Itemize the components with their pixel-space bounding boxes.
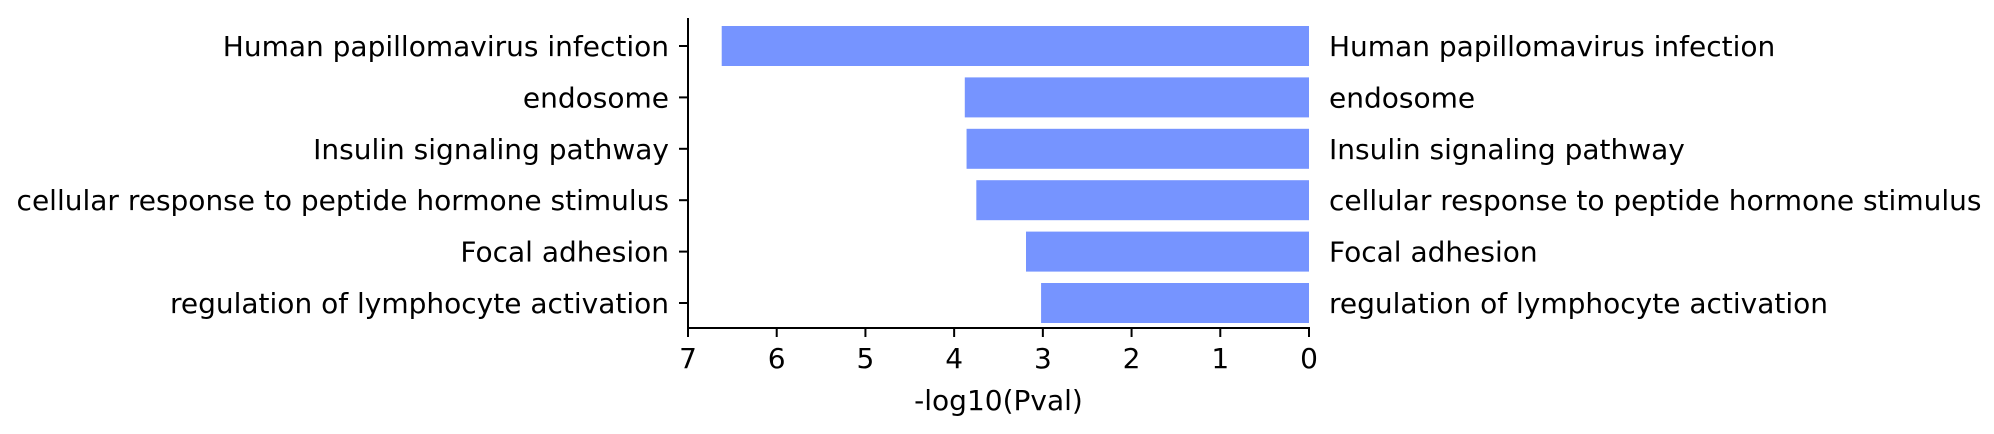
x-tick-label: 0 <box>1300 342 1318 375</box>
x-tick-label: 3 <box>1034 342 1052 375</box>
bars-group <box>721 26 1309 323</box>
right-category-label: endosome <box>1329 81 1475 114</box>
right-category-labels: Human papillomavirus infection endosome In… <box>1329 30 1981 320</box>
right-category-label: cellular response to peptide hormone sti… <box>1329 184 1981 217</box>
left-category-label: regulation of lymphocyte activation <box>170 287 669 320</box>
x-tick-label: 1 <box>1211 342 1229 375</box>
right-category-label: Human papillomavirus infection <box>1329 30 1775 63</box>
bar-0 <box>721 26 1309 66</box>
left-category-labels: Human papillomavirus infection endosome In… <box>17 30 688 320</box>
x-tick-label: 6 <box>768 342 786 375</box>
left-category-label: cellular response to peptide hormone sti… <box>17 184 669 217</box>
left-category-label: endosome <box>523 81 669 114</box>
bar-1 <box>964 77 1309 118</box>
left-category-label: Focal adhesion <box>460 236 669 269</box>
right-category-label: Insulin signaling pathway <box>1329 133 1685 166</box>
x-axis-ticks: 7 6 5 4 3 2 1 0 <box>679 328 1318 375</box>
x-tick-label: 2 <box>1123 342 1141 375</box>
x-tick-label: 5 <box>857 342 875 375</box>
x-axis-label: -log10(Pval) <box>914 384 1083 417</box>
bar-2 <box>966 128 1309 169</box>
right-category-label: regulation of lymphocyte activation <box>1329 287 1828 320</box>
left-category-label: Insulin signaling pathway <box>313 133 669 166</box>
x-tick-label: 7 <box>679 342 697 375</box>
left-category-label: Human papillomavirus infection <box>223 30 669 63</box>
bar-4 <box>1026 231 1309 272</box>
right-category-label: Focal adhesion <box>1329 236 1538 269</box>
bar-5 <box>1041 283 1309 323</box>
bar-3 <box>976 180 1309 221</box>
x-tick-label: 4 <box>945 342 963 375</box>
